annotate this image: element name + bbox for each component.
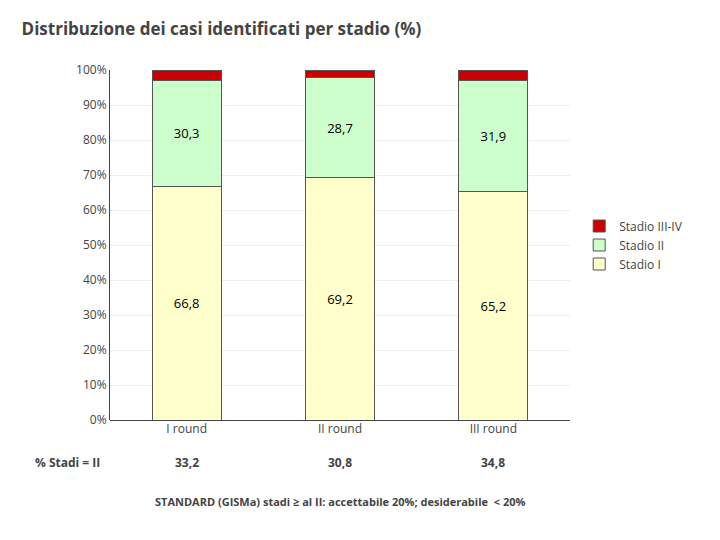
svg-text:30%: 30% [83,306,107,323]
svg-text:66,8: 66,8 [174,294,200,312]
svg-text:31,9: 31,9 [480,127,506,145]
svg-text:II round: II round [318,420,362,437]
svg-text:33,2: 33,2 [175,454,199,471]
svg-text:70%: 70% [83,166,107,183]
svg-text:Distribuzione dei casi identif: Distribuzione dei casi identificati per … [22,17,422,40]
svg-text:40%: 40% [83,271,107,288]
svg-text:0%: 0% [90,411,107,428]
svg-text:I round: I round [166,420,207,437]
svg-text:Stadio I: Stadio I [619,256,661,273]
svg-text:30,8: 30,8 [328,454,352,471]
svg-text:Stadio II: Stadio II [619,237,664,254]
svg-text:69,2: 69,2 [327,290,353,308]
svg-text:90%: 90% [83,96,107,113]
svg-text:STANDARD (GISMa) stadi ≥ al II: STANDARD (GISMa) stadi ≥ al II: accettab… [155,494,525,509]
svg-text:% Stadi = II: % Stadi = II [35,454,100,471]
svg-text:III round: III round [470,420,517,437]
svg-text:20%: 20% [83,341,107,358]
svg-text:30,3: 30,3 [174,124,200,142]
svg-text:34,8: 34,8 [481,454,505,471]
svg-text:10%: 10% [83,376,107,393]
svg-text:60%: 60% [83,201,107,218]
svg-text:Stadio III-IV: Stadio III-IV [619,218,683,235]
svg-text:80%: 80% [83,131,107,148]
svg-text:100%: 100% [76,61,107,78]
svg-text:65,2: 65,2 [480,297,506,315]
svg-text:28,7: 28,7 [327,119,353,137]
svg-text:50%: 50% [83,236,107,253]
